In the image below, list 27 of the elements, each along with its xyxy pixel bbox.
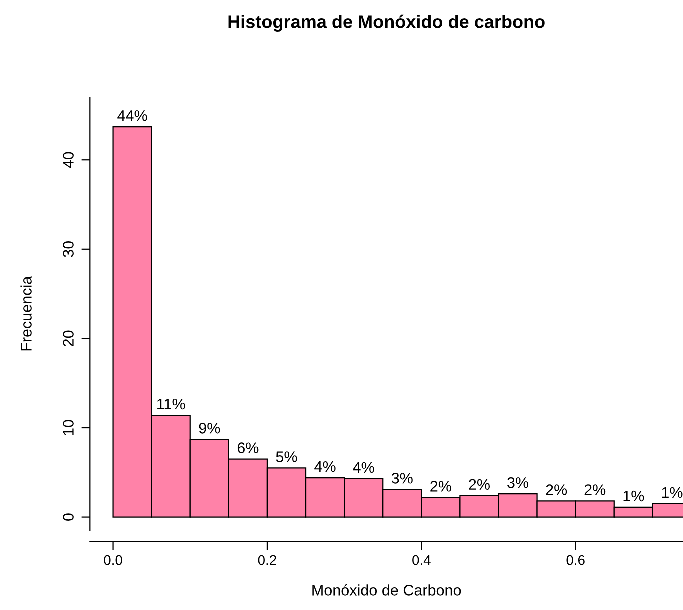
data-label: 4% xyxy=(314,461,336,472)
data-label: 1% xyxy=(662,487,683,498)
data-label: 1% xyxy=(624,490,644,502)
x-tick-label: 0.0 xyxy=(104,555,122,566)
y-axis-title: Frecuencia xyxy=(20,276,32,351)
data-label: 9% xyxy=(199,423,220,434)
data-label: 11% xyxy=(158,398,186,410)
chart-title: Histograma de Monóxido de carbono xyxy=(228,14,545,32)
data-label: 3% xyxy=(392,473,413,484)
x-tick-label: 0.2 xyxy=(258,555,276,566)
data-label: 2% xyxy=(469,479,490,490)
data-label: 3% xyxy=(508,477,529,488)
data-label: 2% xyxy=(584,484,606,496)
data-label: 5% xyxy=(276,452,298,462)
data-label: 6% xyxy=(238,442,259,454)
y-tick-label: 10 xyxy=(63,420,74,436)
x-tick-label: 0.4 xyxy=(412,555,431,566)
data-label: 2% xyxy=(546,484,568,496)
data-label: 2% xyxy=(430,481,452,492)
x-axis-title: Monóxido de Carbono xyxy=(312,584,462,596)
data-label: 4% xyxy=(353,462,374,474)
y-tick-label: 20 xyxy=(63,330,74,346)
data-label: 44% xyxy=(118,110,148,122)
y-tick-label: 40 xyxy=(63,152,74,168)
y-tick-label: 30 xyxy=(63,242,74,258)
x-tick-label: 0.6 xyxy=(566,555,585,566)
y-tick-label: 0 xyxy=(63,514,74,521)
